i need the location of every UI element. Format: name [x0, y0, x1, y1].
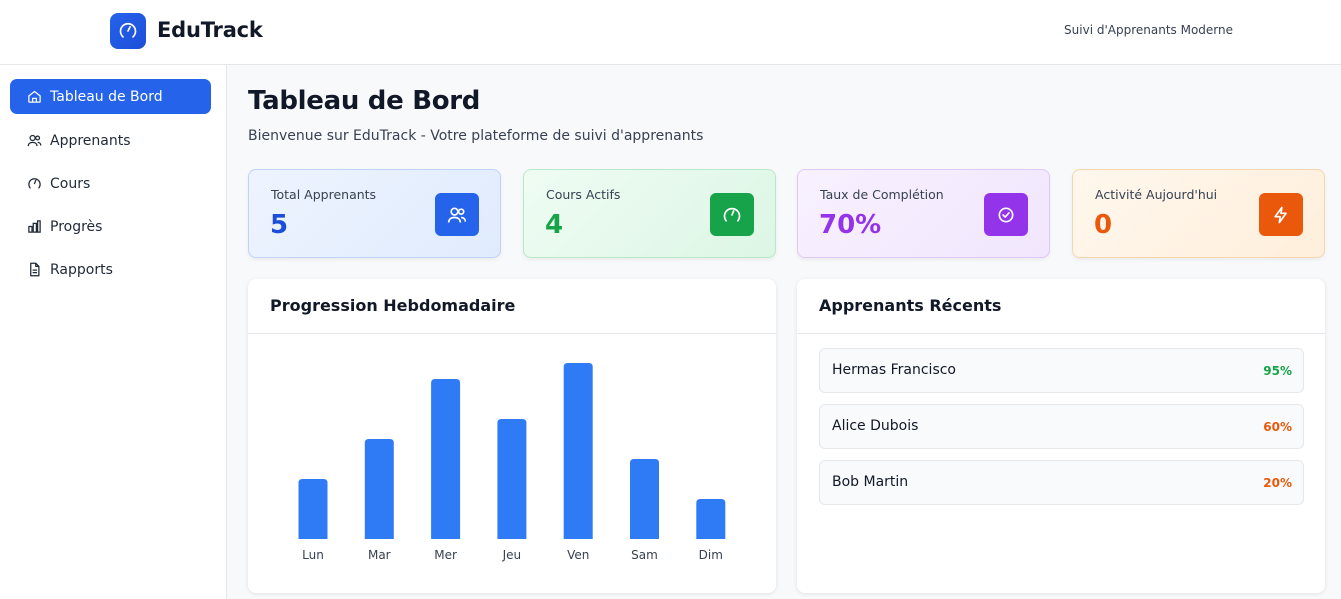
- divider: [797, 333, 1325, 334]
- x-tick-label: Dim: [699, 548, 723, 562]
- stat-value: 5: [270, 210, 289, 240]
- gauge-icon: [26, 176, 42, 192]
- bar-mer[interactable]: [431, 379, 461, 539]
- bar-jeu[interactable]: [497, 419, 527, 539]
- page-subtitle: Bienvenue sur EduTrack - Votre plateform…: [248, 128, 704, 144]
- stat-card-total-apprenants[interactable]: Total Apprenants 5: [248, 169, 501, 258]
- x-tick-label: Ven: [567, 548, 589, 562]
- learner-percent: 95%: [1263, 364, 1292, 378]
- bar-lun[interactable]: [298, 479, 328, 539]
- learner-name: Hermas Francisco: [832, 362, 956, 378]
- x-tick-label: Sam: [631, 548, 658, 562]
- users-icon: [435, 193, 479, 236]
- learner-row[interactable]: Alice Dubois 60%: [819, 404, 1304, 449]
- x-tick-label: Lun: [302, 548, 324, 562]
- sidebar-item-label: Tableau de Bord: [50, 88, 163, 105]
- sidebar-item-label: Progrès: [50, 218, 103, 235]
- weekly-progress-panel: Progression Hebdomadaire Lun Mar Mer Jeu Ven…: [248, 279, 776, 593]
- app-tagline: Suivi d'Apprenants Moderne: [1064, 23, 1233, 37]
- learner-row[interactable]: Hermas Francisco 95%: [819, 348, 1304, 393]
- main-content: Tableau de Bord Bienvenue sur EduTrack -…: [228, 66, 1341, 599]
- stat-value: 0: [1094, 210, 1113, 240]
- stat-label: Activité Aujourd'hui: [1095, 187, 1218, 202]
- x-tick-label: Mar: [368, 548, 391, 562]
- learner-name: Bob Martin: [832, 474, 909, 490]
- sidebar-item-label: Cours: [50, 175, 91, 192]
- learner-row[interactable]: Bob Martin 20%: [819, 460, 1304, 505]
- gauge-icon: [710, 193, 754, 236]
- bar-sam[interactable]: [630, 459, 659, 539]
- page-title: Tableau de Bord: [248, 86, 481, 116]
- sidebar: Tableau de Bord Apprenants Cours Progrès…: [0, 65, 227, 599]
- learner-percent: 60%: [1263, 420, 1292, 434]
- check-circle-icon: [984, 193, 1028, 236]
- divider: [248, 333, 776, 334]
- sidebar-item-label: Rapports: [50, 261, 113, 278]
- logo-gauge-icon[interactable]: [110, 13, 146, 49]
- stat-value: 70%: [819, 210, 882, 240]
- weekly-bar-chart: Lun Mar Mer Jeu Ven Sam Dim: [298, 363, 726, 562]
- stat-label: Taux de Complétion: [820, 187, 944, 202]
- learner-name: Alice Dubois: [832, 418, 919, 434]
- document-icon: [26, 262, 42, 278]
- bar-ven[interactable]: [563, 363, 593, 539]
- sidebar-item-apprenants[interactable]: Apprenants: [10, 123, 211, 158]
- sidebar-item-tableau-de-bord[interactable]: Tableau de Bord: [10, 79, 211, 114]
- lightning-icon: [1259, 193, 1303, 236]
- app-name[interactable]: EduTrack: [157, 18, 263, 42]
- x-tick-label: Jeu: [502, 548, 522, 562]
- recent-learners-panel: Apprenants Récents Hermas Francisco 95% …: [797, 279, 1325, 593]
- home-icon: [26, 89, 42, 105]
- sidebar-item-label: Apprenants: [50, 132, 131, 149]
- users-icon: [26, 133, 42, 149]
- top-bar: EduTrack Suivi d'Apprenants Moderne: [0, 0, 1341, 65]
- stat-card-activite-aujourdhui[interactable]: Activité Aujourd'hui 0: [1072, 169, 1325, 258]
- stat-value: 4: [545, 210, 564, 240]
- panel-title: Progression Hebdomadaire: [270, 296, 516, 315]
- bar-chart-icon: [26, 219, 42, 235]
- bar-dim[interactable]: [696, 499, 726, 539]
- sidebar-item-cours[interactable]: Cours: [10, 166, 211, 201]
- stat-label: Cours Actifs: [546, 187, 621, 202]
- panel-title: Apprenants Récents: [819, 296, 1002, 315]
- stat-card-taux-de-completion[interactable]: Taux de Complétion 70%: [797, 169, 1050, 258]
- sidebar-item-rapports[interactable]: Rapports: [10, 252, 211, 287]
- stat-label: Total Apprenants: [271, 187, 377, 202]
- bar-mar[interactable]: [364, 439, 394, 539]
- stat-card-cours-actifs[interactable]: Cours Actifs 4: [523, 169, 776, 258]
- sidebar-item-progres[interactable]: Progrès: [10, 209, 211, 244]
- learner-percent: 20%: [1263, 476, 1292, 490]
- x-tick-label: Mer: [434, 548, 457, 562]
